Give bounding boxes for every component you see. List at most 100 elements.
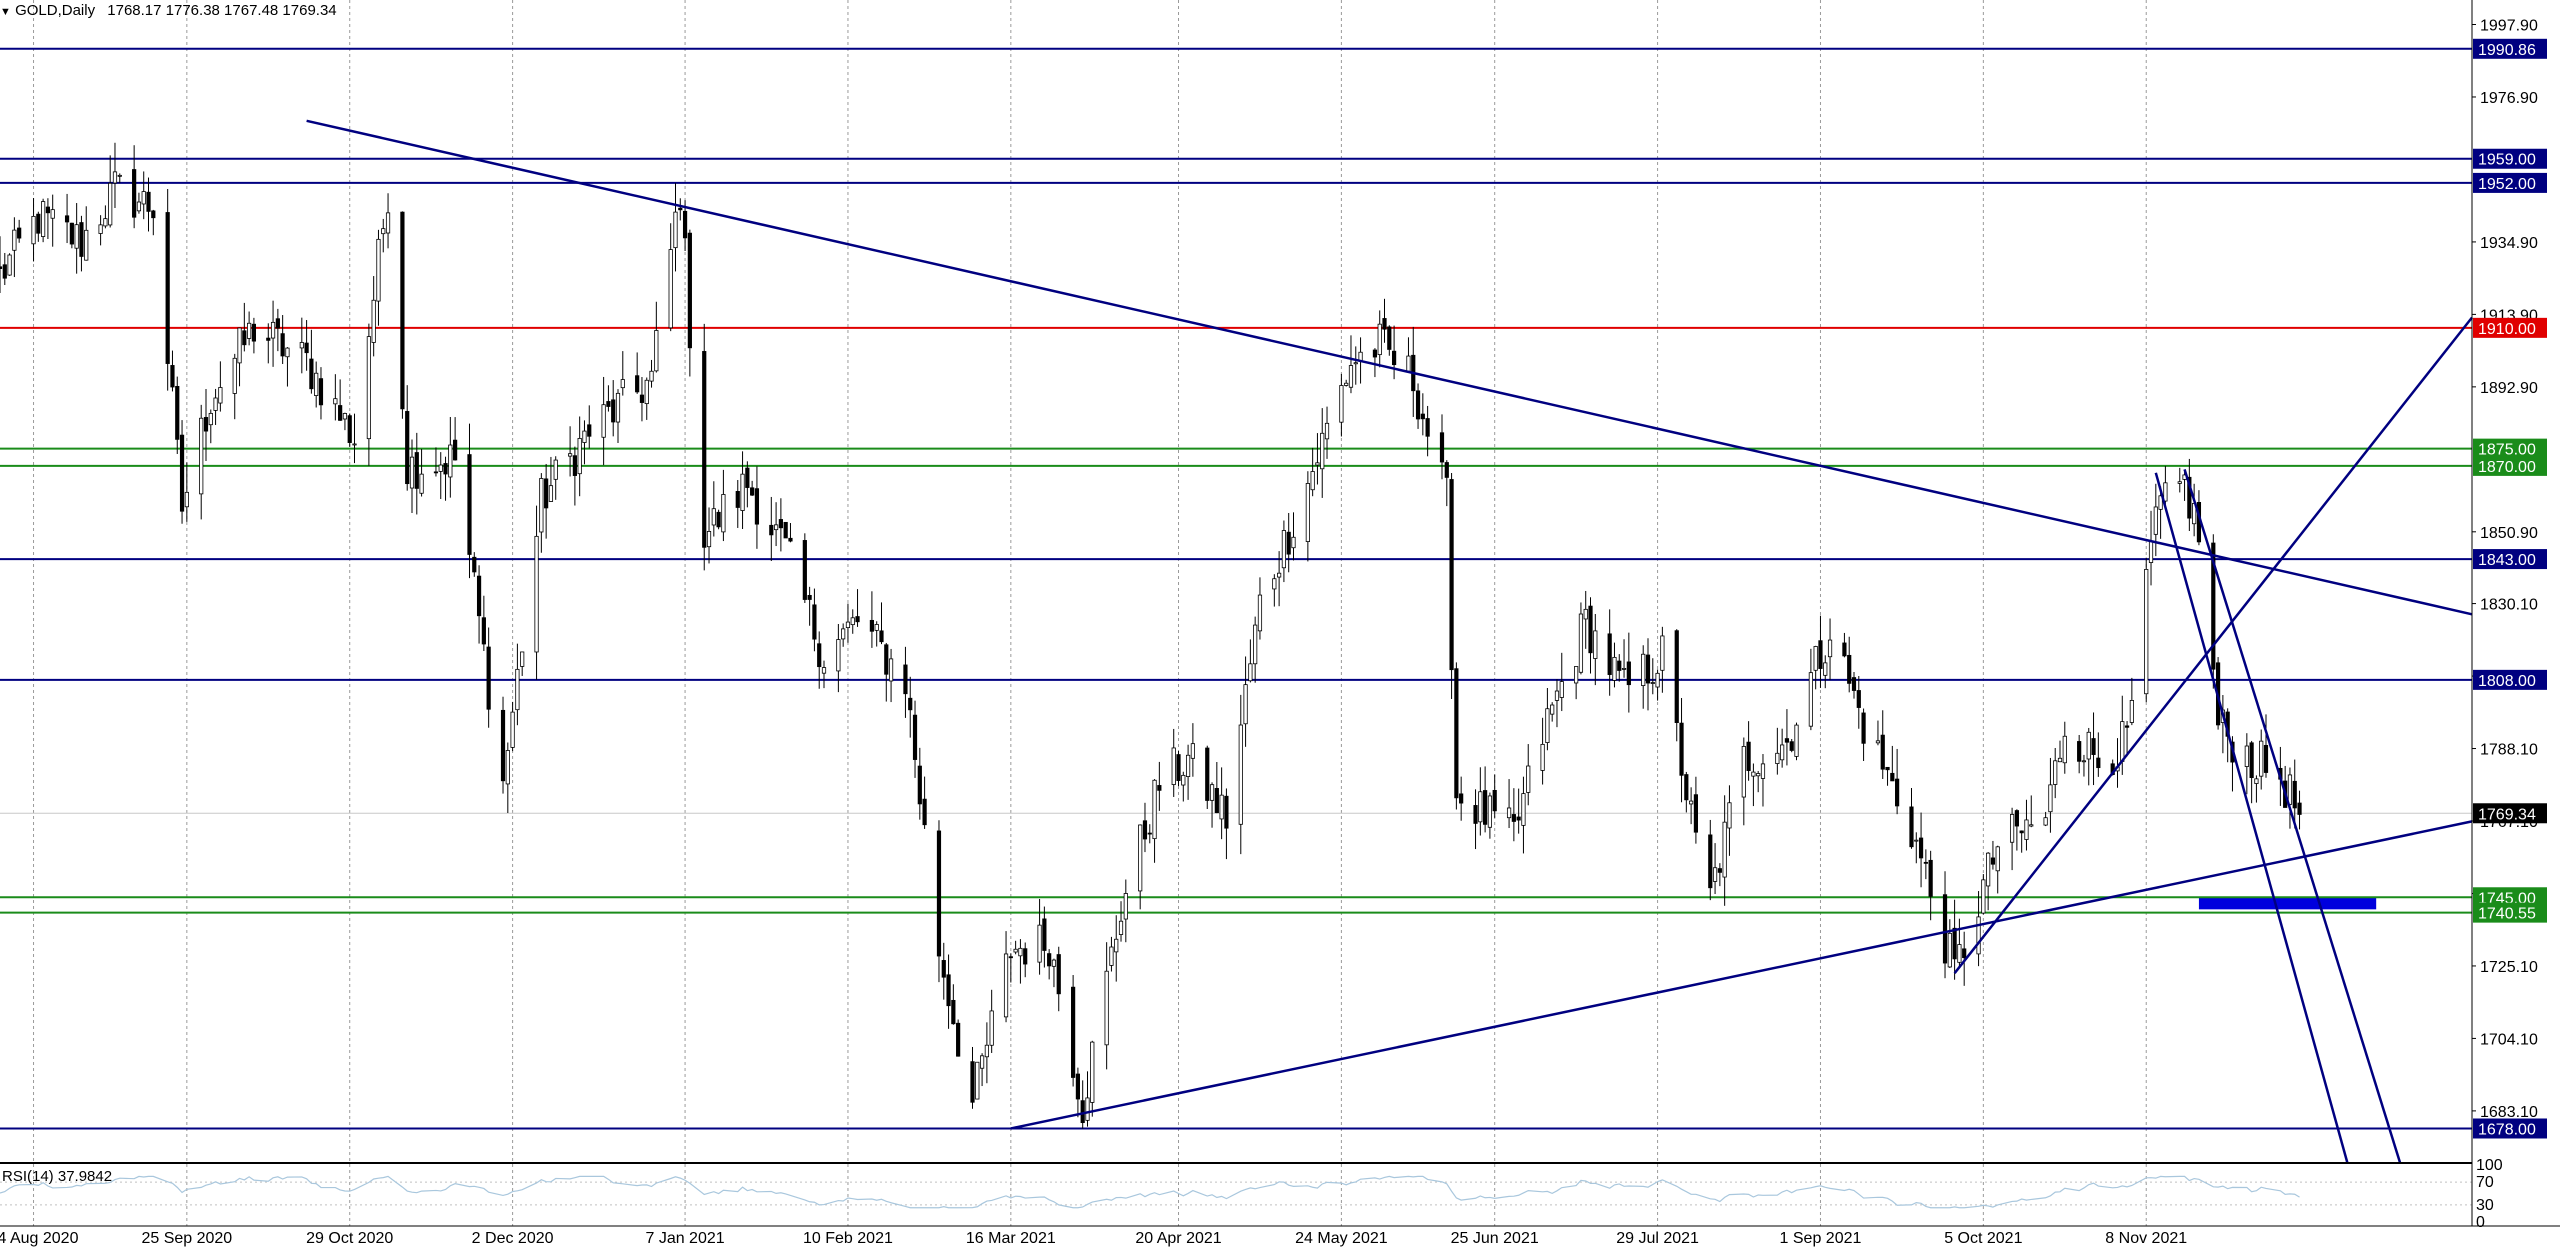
candle-body bbox=[1415, 390, 1421, 420]
rsi-label: RSI(14) 37.9842 bbox=[2, 1168, 113, 1185]
candle-body bbox=[1962, 948, 1967, 959]
candle-body bbox=[750, 487, 755, 496]
candle-body bbox=[7, 254, 12, 276]
candle-body bbox=[2211, 542, 2216, 670]
candle-body bbox=[2148, 540, 2154, 563]
candle-body bbox=[500, 709, 506, 782]
candle-body bbox=[649, 370, 654, 382]
candle-body bbox=[218, 387, 223, 404]
candle-body bbox=[1708, 834, 1713, 889]
candle-body bbox=[716, 511, 721, 528]
x-tick-label: 1 Sep 2021 bbox=[1780, 1230, 1862, 1247]
trendline[interactable] bbox=[1010, 820, 2473, 1130]
level-price-label-bg bbox=[2473, 148, 2547, 169]
candle-body bbox=[1051, 959, 1057, 967]
time-axis[interactable]: 24 Aug 2020 25 Sep 2020 29 Oct 2020 2 Dec 2… bbox=[0, 1230, 2187, 1247]
candle-body bbox=[476, 575, 482, 617]
candle-body bbox=[841, 628, 846, 640]
rsi-scale-label: 0 bbox=[2476, 1214, 2485, 1231]
candle-body bbox=[103, 218, 108, 227]
candle-body bbox=[639, 394, 645, 403]
y-tick-label: 1830.10 bbox=[2480, 597, 2538, 614]
trendline[interactable] bbox=[2154, 472, 2349, 1164]
candle-body bbox=[673, 211, 678, 249]
candle-body bbox=[888, 658, 894, 682]
candle-body bbox=[2, 264, 7, 279]
candle-body bbox=[2096, 757, 2101, 769]
candle-body bbox=[2177, 481, 2182, 484]
x-tick-label: 24 Aug 2020 bbox=[0, 1230, 79, 1247]
candle-body bbox=[1171, 747, 1176, 785]
candle-body bbox=[2120, 721, 2125, 762]
candle-body bbox=[213, 397, 218, 411]
support-zones bbox=[2198, 897, 2377, 910]
candle-body bbox=[419, 473, 424, 494]
trendline[interactable] bbox=[306, 119, 2473, 616]
candle-body bbox=[515, 668, 520, 711]
x-tick-label: 2 Dec 2020 bbox=[472, 1230, 554, 1247]
candle-body bbox=[1856, 690, 1861, 708]
candle-body bbox=[773, 524, 779, 531]
level-price-label: 1678.00 bbox=[2478, 1121, 2536, 1138]
candle-body bbox=[979, 1055, 985, 1069]
candle-body bbox=[1310, 471, 1315, 491]
level-price-label: 1843.00 bbox=[2478, 552, 2536, 569]
candle-body bbox=[539, 478, 544, 533]
candle-body bbox=[1756, 773, 1761, 777]
candle-body bbox=[1114, 938, 1119, 953]
candle-body bbox=[371, 299, 376, 343]
candle-body bbox=[304, 342, 309, 354]
candle-body bbox=[1851, 677, 1857, 691]
level-price-label: 1910.00 bbox=[2478, 321, 2536, 338]
candle-body bbox=[1277, 572, 1282, 578]
candle-body bbox=[520, 651, 525, 667]
trendlines[interactable] bbox=[306, 119, 2473, 1164]
candle-body bbox=[1248, 663, 1253, 682]
candle-body bbox=[572, 455, 577, 476]
candle-body bbox=[414, 452, 419, 489]
candle-body bbox=[12, 229, 17, 251]
candle-body bbox=[175, 385, 180, 440]
candle-body bbox=[845, 621, 851, 629]
trendline[interactable] bbox=[1953, 316, 2473, 974]
candle-body bbox=[1147, 832, 1152, 835]
candle-body bbox=[1444, 462, 1449, 478]
candle-body bbox=[678, 207, 683, 211]
candle-body bbox=[1123, 893, 1128, 920]
candle-body bbox=[1003, 953, 1009, 1018]
candle-body bbox=[745, 467, 750, 488]
trendline[interactable] bbox=[2183, 468, 2402, 1164]
level-price-label: 1959.00 bbox=[2478, 152, 2536, 169]
candle-body bbox=[2163, 482, 2168, 502]
candle-body bbox=[1847, 654, 1852, 684]
level-price-label-bg bbox=[2473, 669, 2547, 690]
candle-body bbox=[275, 318, 280, 329]
candle-body bbox=[510, 711, 515, 748]
candle-body bbox=[989, 1010, 994, 1046]
y-tick-label: 1997.90 bbox=[2480, 18, 2538, 35]
y-tick-label: 1892.90 bbox=[2480, 380, 2538, 397]
candle-body bbox=[1559, 681, 1564, 698]
candle-body bbox=[84, 229, 89, 261]
candle-body bbox=[433, 471, 439, 474]
candle-body bbox=[802, 540, 807, 600]
candle-body bbox=[443, 463, 448, 475]
candle-body bbox=[1923, 861, 1928, 864]
y-tick-label: 1683.10 bbox=[2480, 1104, 2538, 1121]
candle-body bbox=[975, 1061, 980, 1100]
candle-body bbox=[1272, 578, 1277, 590]
candle-body bbox=[266, 337, 271, 341]
candle-body bbox=[1042, 918, 1047, 951]
candle-body bbox=[1224, 795, 1229, 829]
candle-body bbox=[1085, 1097, 1090, 1121]
level-price-label: 1875.00 bbox=[2478, 442, 2536, 459]
candle-body bbox=[1626, 661, 1631, 686]
candle-body bbox=[1257, 594, 1263, 632]
candle-body bbox=[1895, 778, 1900, 807]
candle-body bbox=[1617, 660, 1622, 671]
chart-header: ▼ GOLD,Daily 1768.17 1776.38 1767.48 176… bbox=[0, 2, 337, 19]
y-tick-label: 1934.90 bbox=[2480, 235, 2538, 252]
triangle-down-icon[interactable]: ▼ bbox=[0, 6, 11, 18]
level-price-label-bg bbox=[2473, 1118, 2547, 1139]
